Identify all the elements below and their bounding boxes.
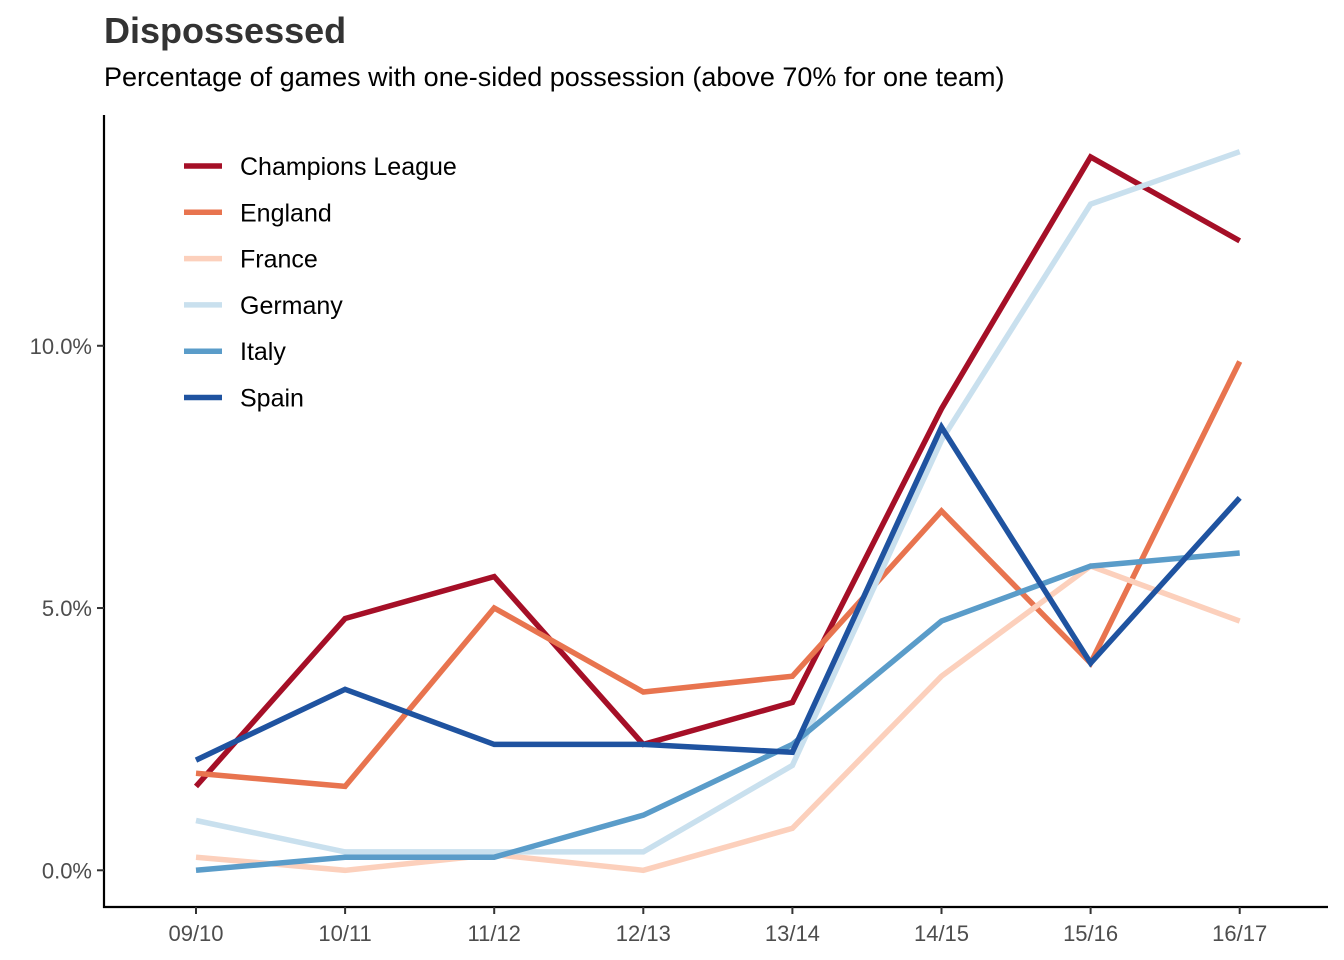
legend-label-england: England [240, 199, 332, 227]
x-tick-label: 15/16 [1063, 921, 1118, 946]
legend-label-spain: Spain [240, 385, 304, 413]
legend-label-france: France [240, 246, 318, 274]
series-line-france [195, 563, 1241, 874]
y-tick-label: 5.0% [42, 596, 92, 621]
axes: 0.0% 5.0% 10.0% 09/10 10/11 11/12 12/13 13/14 14… [30, 115, 1328, 946]
series-line-italy [195, 550, 1240, 874]
series-line-champions-league [193, 153, 1242, 789]
chart-subtitle: Percentage of games with one-sided posse… [104, 62, 1005, 92]
x-tick-label: 11/12 [467, 921, 520, 946]
series-line-germany [195, 149, 1241, 855]
chart-title: Dispossessed [104, 10, 347, 51]
y-tick-label: 0.0% [42, 858, 92, 883]
x-tick-label: 12/13 [616, 921, 671, 946]
series-line-spain [194, 421, 1242, 763]
legend-label-italy: Italy [240, 338, 286, 366]
x-tick-label: 09/10 [168, 921, 223, 946]
x-tick-label: 14/15 [914, 921, 969, 946]
x-tick-label: 13/14 [765, 921, 820, 946]
x-tick-label: 16/17 [1212, 921, 1267, 946]
x-tick-label: 10/11 [318, 921, 371, 946]
series-line-england [195, 360, 1243, 790]
y-tick-label: 10.0% [30, 334, 92, 359]
legend: Champions League England France Germany Ital… [184, 153, 457, 413]
legend-label-germany: Germany [240, 292, 343, 320]
series-lines [193, 149, 1243, 874]
legend-label-champions-league: Champions League [240, 153, 457, 181]
